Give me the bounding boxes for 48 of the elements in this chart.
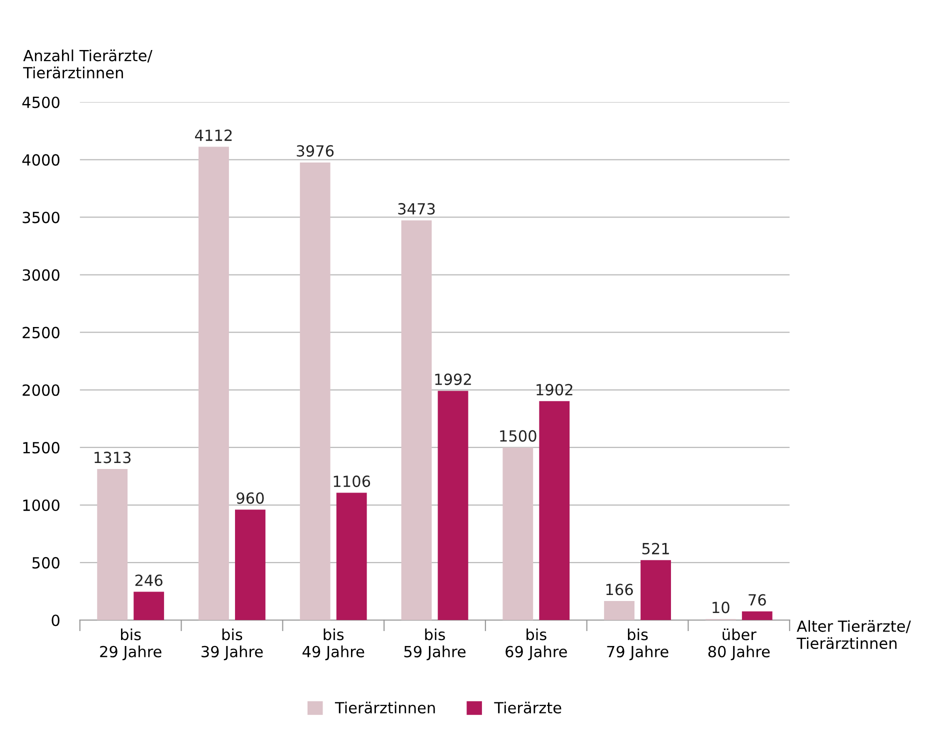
y-tick-label: 0 [52,614,60,626]
data-label: 960 [236,492,264,504]
bar [502,447,534,620]
bar [742,611,772,620]
data-label: 1313 [94,452,131,464]
data-label: 166 [606,584,633,596]
y-tick-label: 4000 [22,154,60,166]
data-label: 521 [642,542,669,554]
bar [300,162,330,620]
data-label: 1500 [500,430,536,442]
x-tick-label: bis 29 Jahre [100,628,162,660]
y-axis-title: Anzahl Tierärzte/ Tierärztinnen [23,50,152,78]
y-tick-label: 1000 [23,499,60,512]
data-label: 1992 [435,374,471,386]
legend-label: Tierärztinnen [334,702,435,714]
x-tick-label: bis 59 Jahre [404,628,466,660]
x-tick-label: bis 69 Jahre [506,628,567,660]
y-tick-label: 2500 [22,326,60,338]
data-label: 3976 [296,145,334,157]
x-tick-label: bis 39 Jahre [202,628,263,660]
bar [539,401,570,620]
bar [401,220,432,620]
bar [336,492,367,620]
x-tick-label: bis 49 Jahre [302,628,364,660]
bar [134,592,164,620]
data-label: 4112 [195,129,232,141]
bar [604,601,634,620]
bar [97,468,128,620]
bar [235,510,266,620]
data-label: 246 [135,574,162,586]
data-label: 1106 [334,476,370,488]
data-label: 1902 [536,384,572,396]
data-label: 10 [712,602,730,614]
x-tick-label: bis 79 Jahre [607,628,668,660]
y-tick-label: 3500 [22,212,60,224]
x-axis-title: Alter Tierärzte/ Tierärztinnen [796,620,911,650]
y-tick-label: 4500 [22,96,60,108]
legend-label: Tierärzte [494,702,562,714]
data-label: 76 [748,594,766,606]
bar [438,390,468,620]
y-tick-label: 2000 [22,384,60,396]
bar [198,146,229,620]
x-tick-label: über 80 Jahre [708,628,770,660]
y-tick-label: 3000 [22,269,60,281]
bar [640,560,671,620]
data-label: 3473 [398,203,435,215]
y-tick-label: 1500 [23,442,60,454]
y-tick-label: 500 [32,557,60,569]
